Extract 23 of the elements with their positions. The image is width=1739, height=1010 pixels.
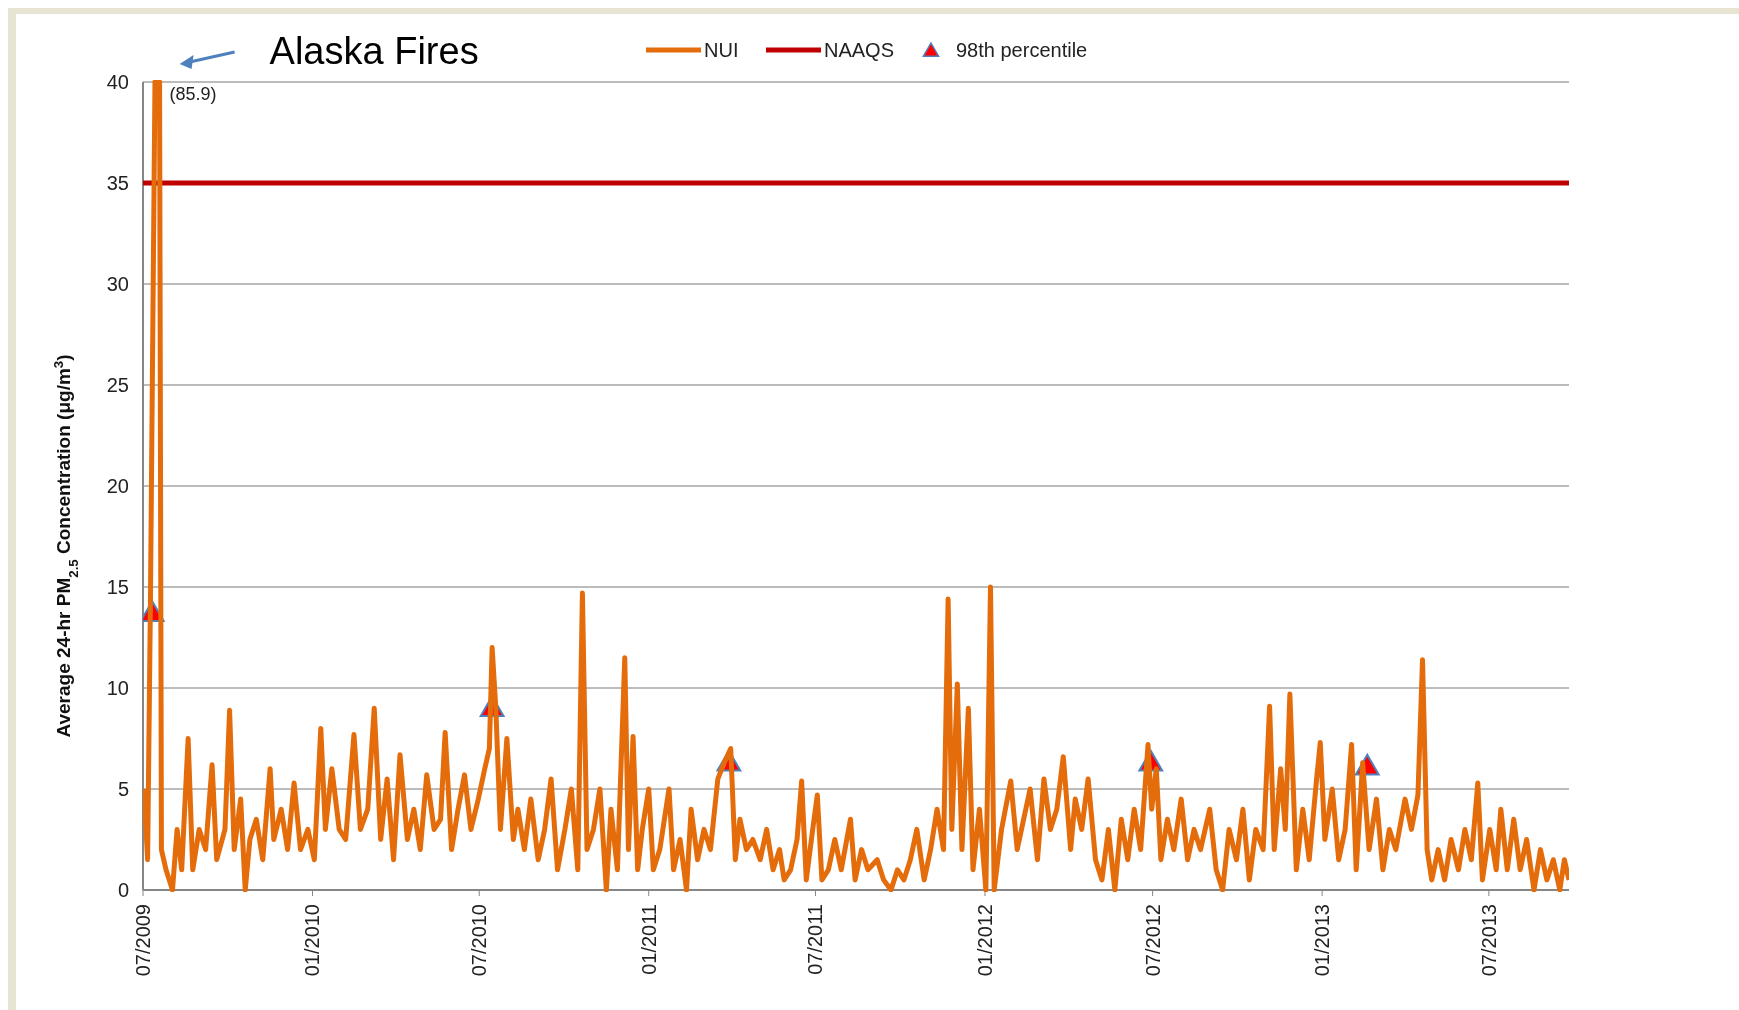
legend-label: NAAQS <box>824 39 895 61</box>
y-tick-label: 35 <box>106 172 129 194</box>
x-tick-label: 07/2009 <box>132 904 154 977</box>
y-tick-label: 30 <box>106 273 129 295</box>
x-tick-label: 07/2012 <box>1141 904 1164 977</box>
y-tick-label: 20 <box>106 475 129 497</box>
annotation: (85.9) <box>169 84 217 104</box>
y-tick-label: 25 <box>106 374 129 396</box>
annotation: Alaska Fires <box>269 30 479 72</box>
x-tick-label: 01/2012 <box>973 904 996 977</box>
x-tick-label: 07/2010 <box>468 904 491 977</box>
y-tick-label: 15 <box>106 576 129 598</box>
y-tick-label: 5 <box>117 778 129 800</box>
y-tick-label: 10 <box>106 677 129 699</box>
x-tick-label: 01/2010 <box>301 904 324 977</box>
y-tick-label: 40 <box>106 71 129 93</box>
x-tick-label: 01/2011 <box>637 904 660 975</box>
x-tick-label: 07/2011 <box>804 904 827 975</box>
legend-label: 98th percentile <box>956 39 1088 61</box>
x-tick-label: 01/2013 <box>1311 904 1334 977</box>
x-tick-label: 07/2013 <box>1477 904 1500 977</box>
legend-label: NUI <box>704 39 739 61</box>
y-tick-label: 0 <box>117 879 129 901</box>
